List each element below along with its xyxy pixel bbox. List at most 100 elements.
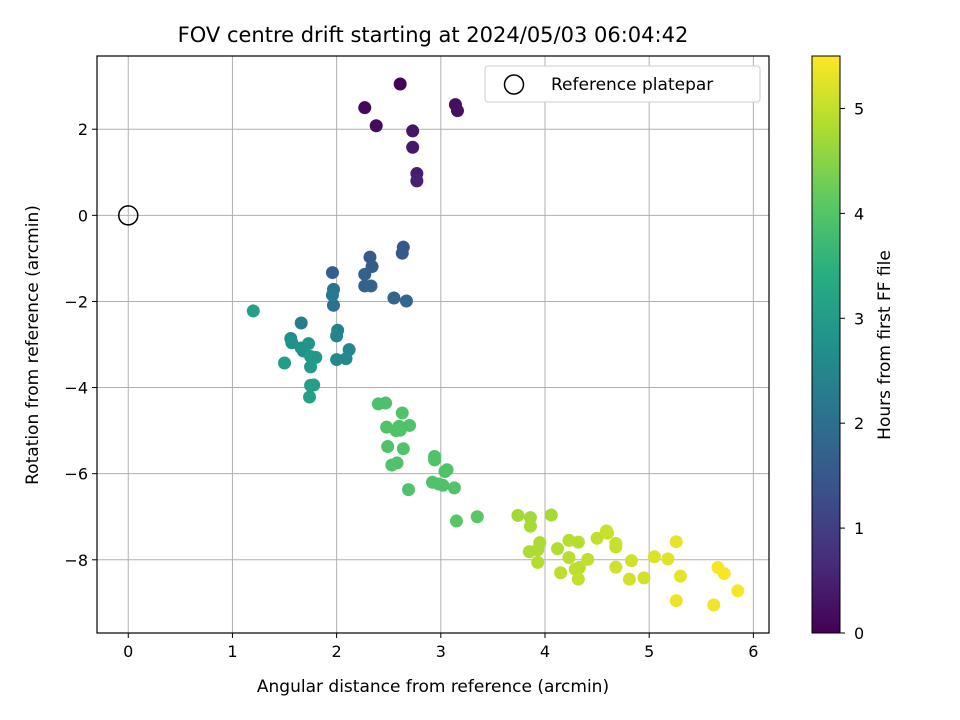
data-point <box>327 298 341 312</box>
y-tick-label: 2 <box>78 120 88 139</box>
grid <box>97 56 769 633</box>
data-point <box>544 508 558 522</box>
data-point <box>358 101 372 115</box>
data-point <box>369 119 383 133</box>
x-tick-label: 0 <box>123 642 133 661</box>
data-point <box>381 440 395 454</box>
data-point <box>731 584 745 598</box>
data-point <box>571 535 585 549</box>
data-point <box>609 560 623 574</box>
data-point <box>601 526 615 540</box>
data-point <box>396 442 410 456</box>
data-point <box>379 396 393 410</box>
data-point <box>246 304 260 318</box>
y-tick-label: −6 <box>64 465 88 484</box>
data-point <box>551 542 565 556</box>
data-point <box>278 356 292 370</box>
data-point <box>669 535 683 549</box>
x-tick-label: 6 <box>748 642 758 661</box>
data-point <box>304 360 318 374</box>
data-point <box>387 291 401 305</box>
data-point <box>393 77 407 91</box>
colorbar-tick-label: 1 <box>854 519 864 538</box>
data-point <box>647 550 661 564</box>
reference-point-marker <box>118 205 139 226</box>
x-tick-label: 2 <box>332 642 342 661</box>
data-point <box>533 536 547 550</box>
data-point <box>402 483 416 497</box>
legend: Reference platepar <box>484 65 761 103</box>
x-axis-label: Angular distance from reference (arcmin) <box>257 677 609 697</box>
data-point <box>590 531 604 545</box>
data-point <box>325 288 339 302</box>
data-point <box>571 572 585 586</box>
y-tick-label: −4 <box>64 379 88 398</box>
data-point <box>568 562 582 576</box>
data-point <box>470 510 484 524</box>
data-point <box>447 481 461 495</box>
data-point <box>707 598 721 612</box>
data-point <box>390 456 404 470</box>
data-point <box>637 571 651 585</box>
data-point <box>449 514 463 528</box>
data-point <box>511 508 525 522</box>
colorbar-gradient <box>811 55 841 634</box>
data-point <box>673 569 687 583</box>
data-point <box>303 390 317 404</box>
data-point <box>393 423 407 437</box>
data-point <box>301 337 315 351</box>
x-tick-label: 4 <box>540 642 550 661</box>
data-point <box>304 350 318 364</box>
data-point <box>450 104 464 118</box>
data-point <box>428 453 442 467</box>
colorbar-label: Hours from first FF file <box>875 250 895 440</box>
data-point <box>581 552 595 566</box>
x-tick-label: 3 <box>436 642 446 661</box>
data-point <box>622 572 636 586</box>
data-point <box>410 174 424 188</box>
plot-frame <box>96 55 770 634</box>
data-point <box>395 246 409 260</box>
y-axis-ticks: −8 −6 −4 −2 0 2 <box>64 120 97 570</box>
data-point <box>406 124 420 138</box>
x-tick-label: 5 <box>644 642 654 661</box>
data-point <box>358 267 372 281</box>
data-point <box>294 316 308 330</box>
colorbar-tick-label: 3 <box>854 309 864 328</box>
y-tick-label: −8 <box>64 551 88 570</box>
data-point <box>339 352 353 366</box>
colorbar-tick-label: 2 <box>854 414 864 433</box>
x-tick-label: 1 <box>227 642 237 661</box>
colorbar-tick-label: 0 <box>854 624 864 643</box>
legend-marker-icon <box>503 74 525 95</box>
colorbar-tick-label: 5 <box>854 99 864 118</box>
data-point <box>717 567 731 581</box>
colorbar-tick-label: 4 <box>854 204 864 223</box>
y-tick-label: −2 <box>64 292 88 311</box>
data-point <box>395 406 409 420</box>
colorbar: 0 1 2 3 4 5 Hours from first FF file <box>811 55 895 643</box>
data-point <box>523 519 537 533</box>
data-point <box>609 540 623 554</box>
y-axis-label: Rotation from reference (arcmin) <box>23 205 43 485</box>
data-point <box>669 594 683 608</box>
data-point <box>624 554 638 568</box>
colorbar-ticks: 0 1 2 3 4 5 <box>840 99 864 643</box>
legend-box <box>484 65 761 103</box>
data-point <box>436 478 450 492</box>
data-point <box>661 552 675 566</box>
data-point <box>307 378 321 392</box>
data-point <box>364 279 378 293</box>
legend-entry-label: Reference platepar <box>551 75 713 95</box>
data-point <box>554 566 568 580</box>
data-points <box>246 77 745 612</box>
data-point <box>406 140 420 154</box>
data-point <box>325 266 339 280</box>
data-point <box>562 551 576 565</box>
data-point <box>330 329 344 343</box>
data-point <box>330 353 344 367</box>
data-point <box>531 555 545 569</box>
data-point <box>438 465 452 479</box>
x-axis-ticks: 0 1 2 3 4 5 6 <box>123 633 758 661</box>
